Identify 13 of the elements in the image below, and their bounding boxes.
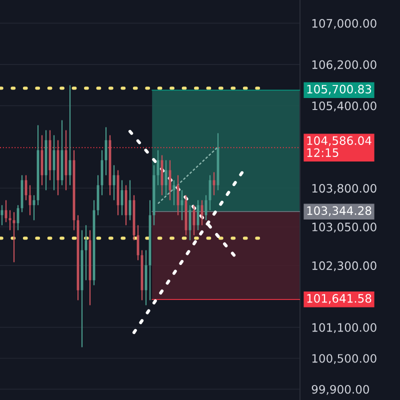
ref-line-label: 103,344.28 — [307, 206, 372, 216]
y-tick-label: 99,900.00 — [312, 385, 370, 395]
y-tick-label: 107,000.00 — [312, 19, 376, 29]
y-tick-label: 102,300.00 — [312, 261, 376, 272]
y-tick-label: 101,100.00 — [312, 323, 376, 334]
ref-line-label: 105,700.83 — [307, 84, 372, 95]
ref-line-label: 104,586.04 12:15 — [307, 136, 372, 157]
ref-line-label: 101,641.58 — [307, 294, 372, 304]
y-tick-label: 100,500.00 — [312, 354, 376, 364]
y-tick-label: 105,400.00 — [312, 101, 376, 112]
y-tick-label: 103,050.00 — [312, 222, 376, 233]
y-tick-label: 106,200.00 — [312, 60, 376, 70]
y-tick-label: 103,800.00 — [312, 184, 376, 194]
